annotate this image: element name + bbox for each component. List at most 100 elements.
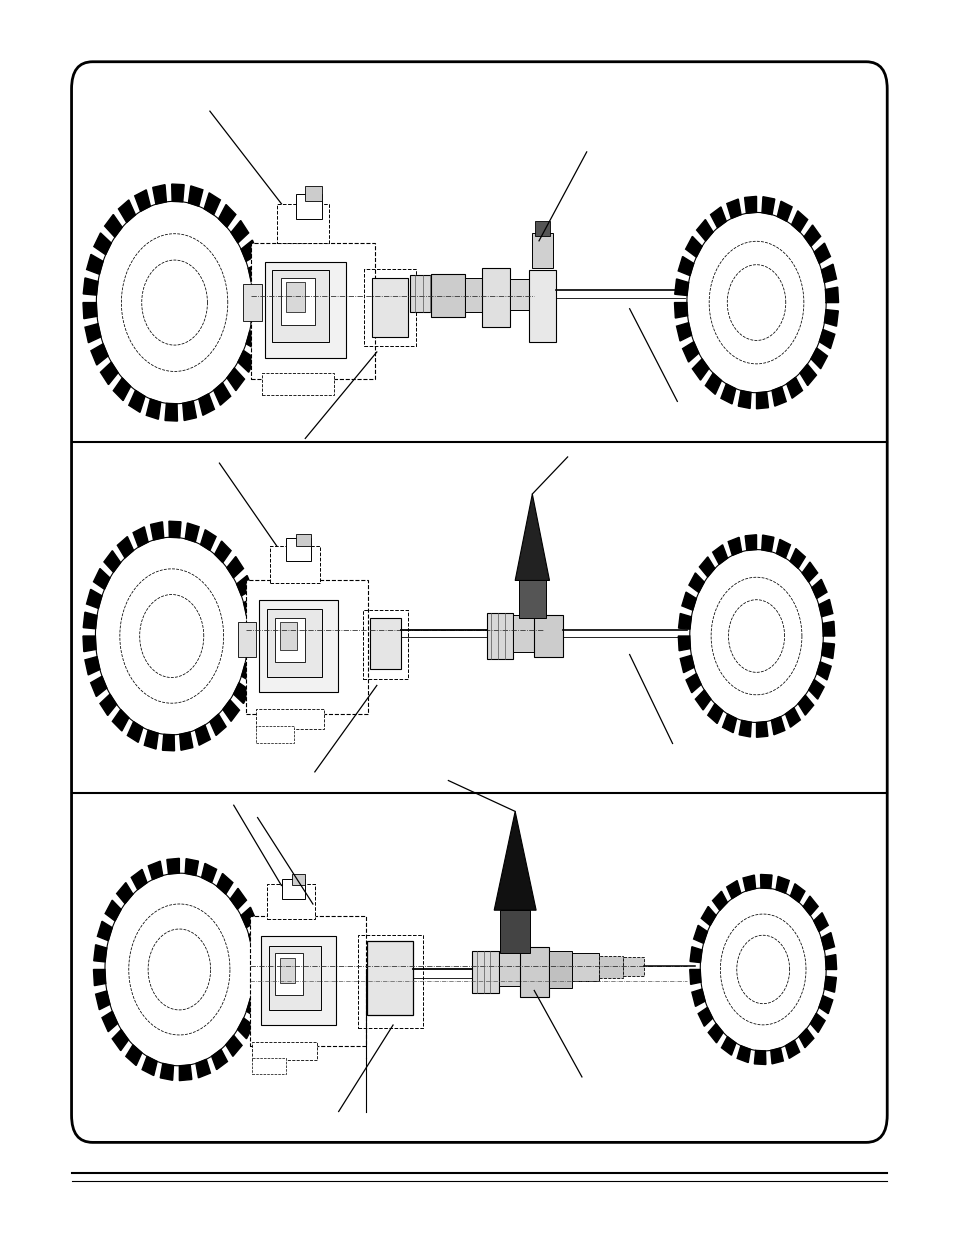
Polygon shape: [246, 331, 262, 351]
Polygon shape: [195, 1060, 211, 1078]
Polygon shape: [727, 537, 740, 556]
Polygon shape: [144, 730, 158, 750]
Bar: [261, 936, 335, 1025]
Polygon shape: [113, 378, 131, 400]
Polygon shape: [776, 540, 790, 558]
Polygon shape: [685, 236, 701, 257]
Polygon shape: [791, 211, 807, 232]
Polygon shape: [770, 1047, 782, 1063]
Bar: [481, 268, 510, 327]
Bar: [259, 600, 337, 692]
Polygon shape: [821, 621, 834, 636]
Polygon shape: [85, 324, 101, 343]
Polygon shape: [91, 677, 107, 697]
Polygon shape: [707, 1024, 722, 1042]
Polygon shape: [127, 721, 143, 742]
Polygon shape: [676, 322, 691, 341]
Bar: [270, 546, 319, 583]
Polygon shape: [810, 348, 826, 369]
Polygon shape: [821, 642, 834, 658]
Polygon shape: [243, 597, 258, 615]
Polygon shape: [674, 303, 687, 317]
FancyBboxPatch shape: [71, 62, 886, 1142]
Polygon shape: [213, 383, 231, 405]
Bar: [255, 726, 294, 743]
Polygon shape: [100, 362, 118, 384]
Polygon shape: [790, 884, 804, 903]
Polygon shape: [95, 990, 110, 1010]
Polygon shape: [823, 310, 838, 326]
Polygon shape: [253, 953, 265, 969]
Polygon shape: [93, 945, 107, 962]
Polygon shape: [218, 205, 235, 227]
Bar: [598, 956, 622, 978]
Polygon shape: [241, 908, 256, 927]
Polygon shape: [198, 394, 214, 415]
Polygon shape: [152, 185, 166, 204]
Polygon shape: [744, 196, 756, 214]
Polygon shape: [685, 673, 700, 693]
Polygon shape: [204, 193, 220, 215]
Polygon shape: [151, 522, 164, 540]
Polygon shape: [754, 1051, 765, 1065]
Bar: [250, 916, 366, 1046]
Polygon shape: [201, 863, 216, 883]
Polygon shape: [210, 714, 226, 736]
Polygon shape: [744, 535, 756, 551]
Polygon shape: [226, 1035, 242, 1056]
Bar: [267, 609, 322, 677]
Bar: [622, 957, 643, 976]
Polygon shape: [679, 656, 694, 673]
Bar: [367, 941, 413, 1015]
Polygon shape: [252, 977, 265, 994]
Polygon shape: [83, 636, 96, 652]
Polygon shape: [241, 240, 258, 262]
Polygon shape: [816, 662, 830, 680]
Bar: [486, 613, 513, 659]
Bar: [255, 709, 324, 729]
Polygon shape: [674, 279, 688, 295]
Polygon shape: [801, 562, 817, 582]
Polygon shape: [738, 390, 750, 409]
Bar: [286, 538, 311, 561]
Bar: [272, 270, 329, 342]
Polygon shape: [185, 522, 199, 542]
Bar: [534, 615, 562, 657]
Polygon shape: [494, 811, 536, 910]
Polygon shape: [742, 876, 755, 892]
Polygon shape: [172, 184, 184, 201]
Bar: [281, 278, 314, 325]
Polygon shape: [777, 201, 791, 221]
Polygon shape: [515, 494, 549, 580]
Polygon shape: [112, 1030, 129, 1051]
Polygon shape: [100, 694, 116, 715]
Bar: [532, 233, 553, 268]
Bar: [252, 1042, 316, 1060]
Bar: [431, 274, 464, 317]
Polygon shape: [104, 551, 120, 572]
Polygon shape: [118, 200, 135, 222]
Bar: [292, 874, 305, 885]
Bar: [286, 282, 305, 312]
Polygon shape: [214, 541, 231, 563]
Polygon shape: [230, 888, 246, 909]
Bar: [282, 879, 305, 899]
Polygon shape: [786, 377, 801, 398]
Polygon shape: [704, 373, 720, 394]
Bar: [519, 947, 548, 997]
Polygon shape: [105, 900, 121, 921]
Polygon shape: [700, 906, 716, 926]
Polygon shape: [682, 342, 699, 362]
Polygon shape: [760, 874, 771, 888]
Polygon shape: [148, 861, 163, 879]
Bar: [464, 278, 481, 312]
Polygon shape: [739, 720, 751, 737]
Polygon shape: [756, 721, 767, 737]
Polygon shape: [91, 343, 108, 366]
Polygon shape: [223, 700, 239, 721]
Polygon shape: [134, 190, 151, 211]
Polygon shape: [798, 1029, 813, 1047]
Polygon shape: [97, 921, 112, 941]
Bar: [274, 953, 303, 995]
Bar: [238, 622, 255, 657]
